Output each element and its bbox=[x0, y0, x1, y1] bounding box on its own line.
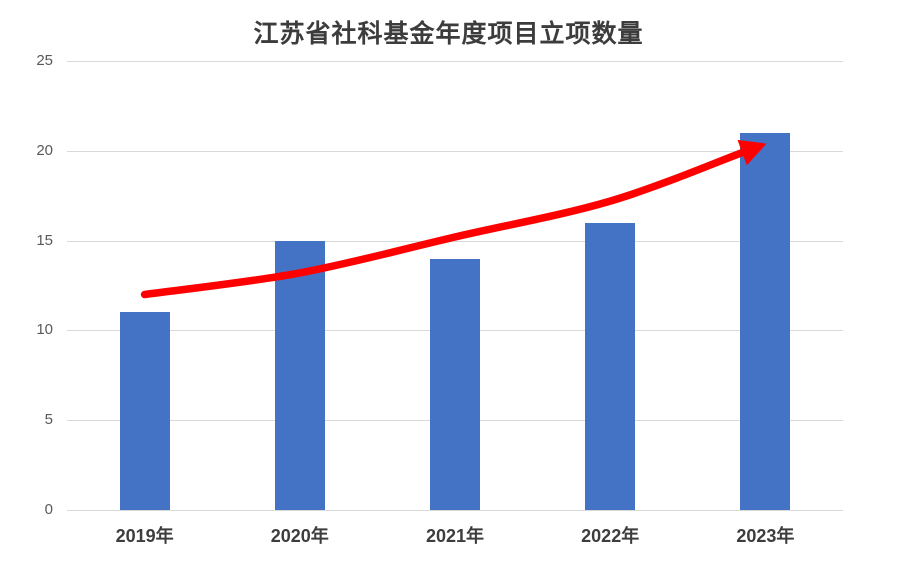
gridline bbox=[67, 240, 843, 242]
x-tick-label: 2020年 bbox=[270, 526, 329, 546]
x-tick-label: 2021年 bbox=[425, 526, 485, 546]
x-tick-label: 2019年 bbox=[115, 526, 174, 546]
y-tick-label: 5 bbox=[44, 411, 53, 429]
y-tick-label: 25 bbox=[36, 52, 53, 69]
chart-title: 江苏省社科基金年度项目立项数量 bbox=[253, 20, 644, 48]
y-tick-label: 15 bbox=[36, 231, 53, 249]
bar-2023年 bbox=[740, 132, 791, 510]
x-tick-label: 2022年 bbox=[581, 526, 640, 546]
bar-2020年 bbox=[274, 240, 325, 510]
gridline bbox=[67, 61, 843, 62]
x-axis-line bbox=[67, 510, 843, 511]
gridline bbox=[67, 150, 843, 152]
bar-2022年 bbox=[585, 222, 636, 510]
y-tick-label: 20 bbox=[36, 141, 53, 159]
y-tick-label: 10 bbox=[36, 321, 53, 339]
bar-2019年 bbox=[119, 312, 170, 510]
y-tick-label: 0 bbox=[44, 501, 53, 518]
bar-2021年 bbox=[430, 258, 480, 510]
x-tick-label: 2023年 bbox=[736, 526, 795, 546]
